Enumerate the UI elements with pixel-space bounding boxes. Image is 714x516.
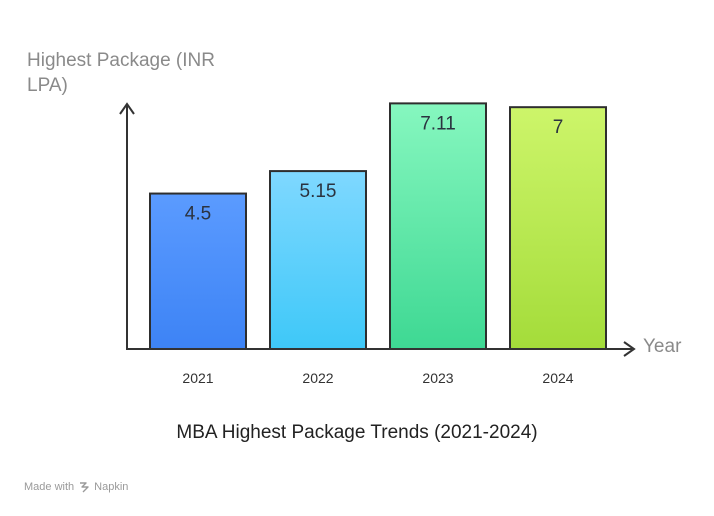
y-axis-arrow-icon [119,102,135,115]
x-axis-label: Year [643,336,682,357]
x-tick-labels: 2021 2022 2023 2024 [182,370,573,386]
x-axis-arrow-icon [623,341,636,357]
chart-title: MBA Highest Package Trends (2021-2024) [176,422,538,443]
bar-2023 [389,102,487,350]
bar-value-label-2024: 7 [553,117,564,138]
napkin-logo-icon [80,482,89,493]
x-tick-label-2023: 2023 [422,370,453,386]
made-with-text: Made with [24,481,75,493]
bar-value-label-2022: 5.15 [300,181,337,202]
napkin-brand: Napkin [94,481,129,493]
x-tick-label-2022: 2022 [302,370,333,386]
footer-attribution[interactable]: Made with Napkin [24,481,128,493]
axes-group [119,102,636,357]
y-axis-label: Highest Package (INR LPA) [27,50,215,96]
bar-2024 [509,106,607,350]
bars-group: 4.5 5.15 7.11 7 [149,102,607,350]
bar-2021 [149,192,247,350]
bar-value-label-2021: 4.5 [185,204,211,225]
x-tick-label-2024: 2024 [542,370,573,386]
x-tick-label-2021: 2021 [182,370,213,386]
bar-value-label-2023: 7.11 [420,113,456,134]
